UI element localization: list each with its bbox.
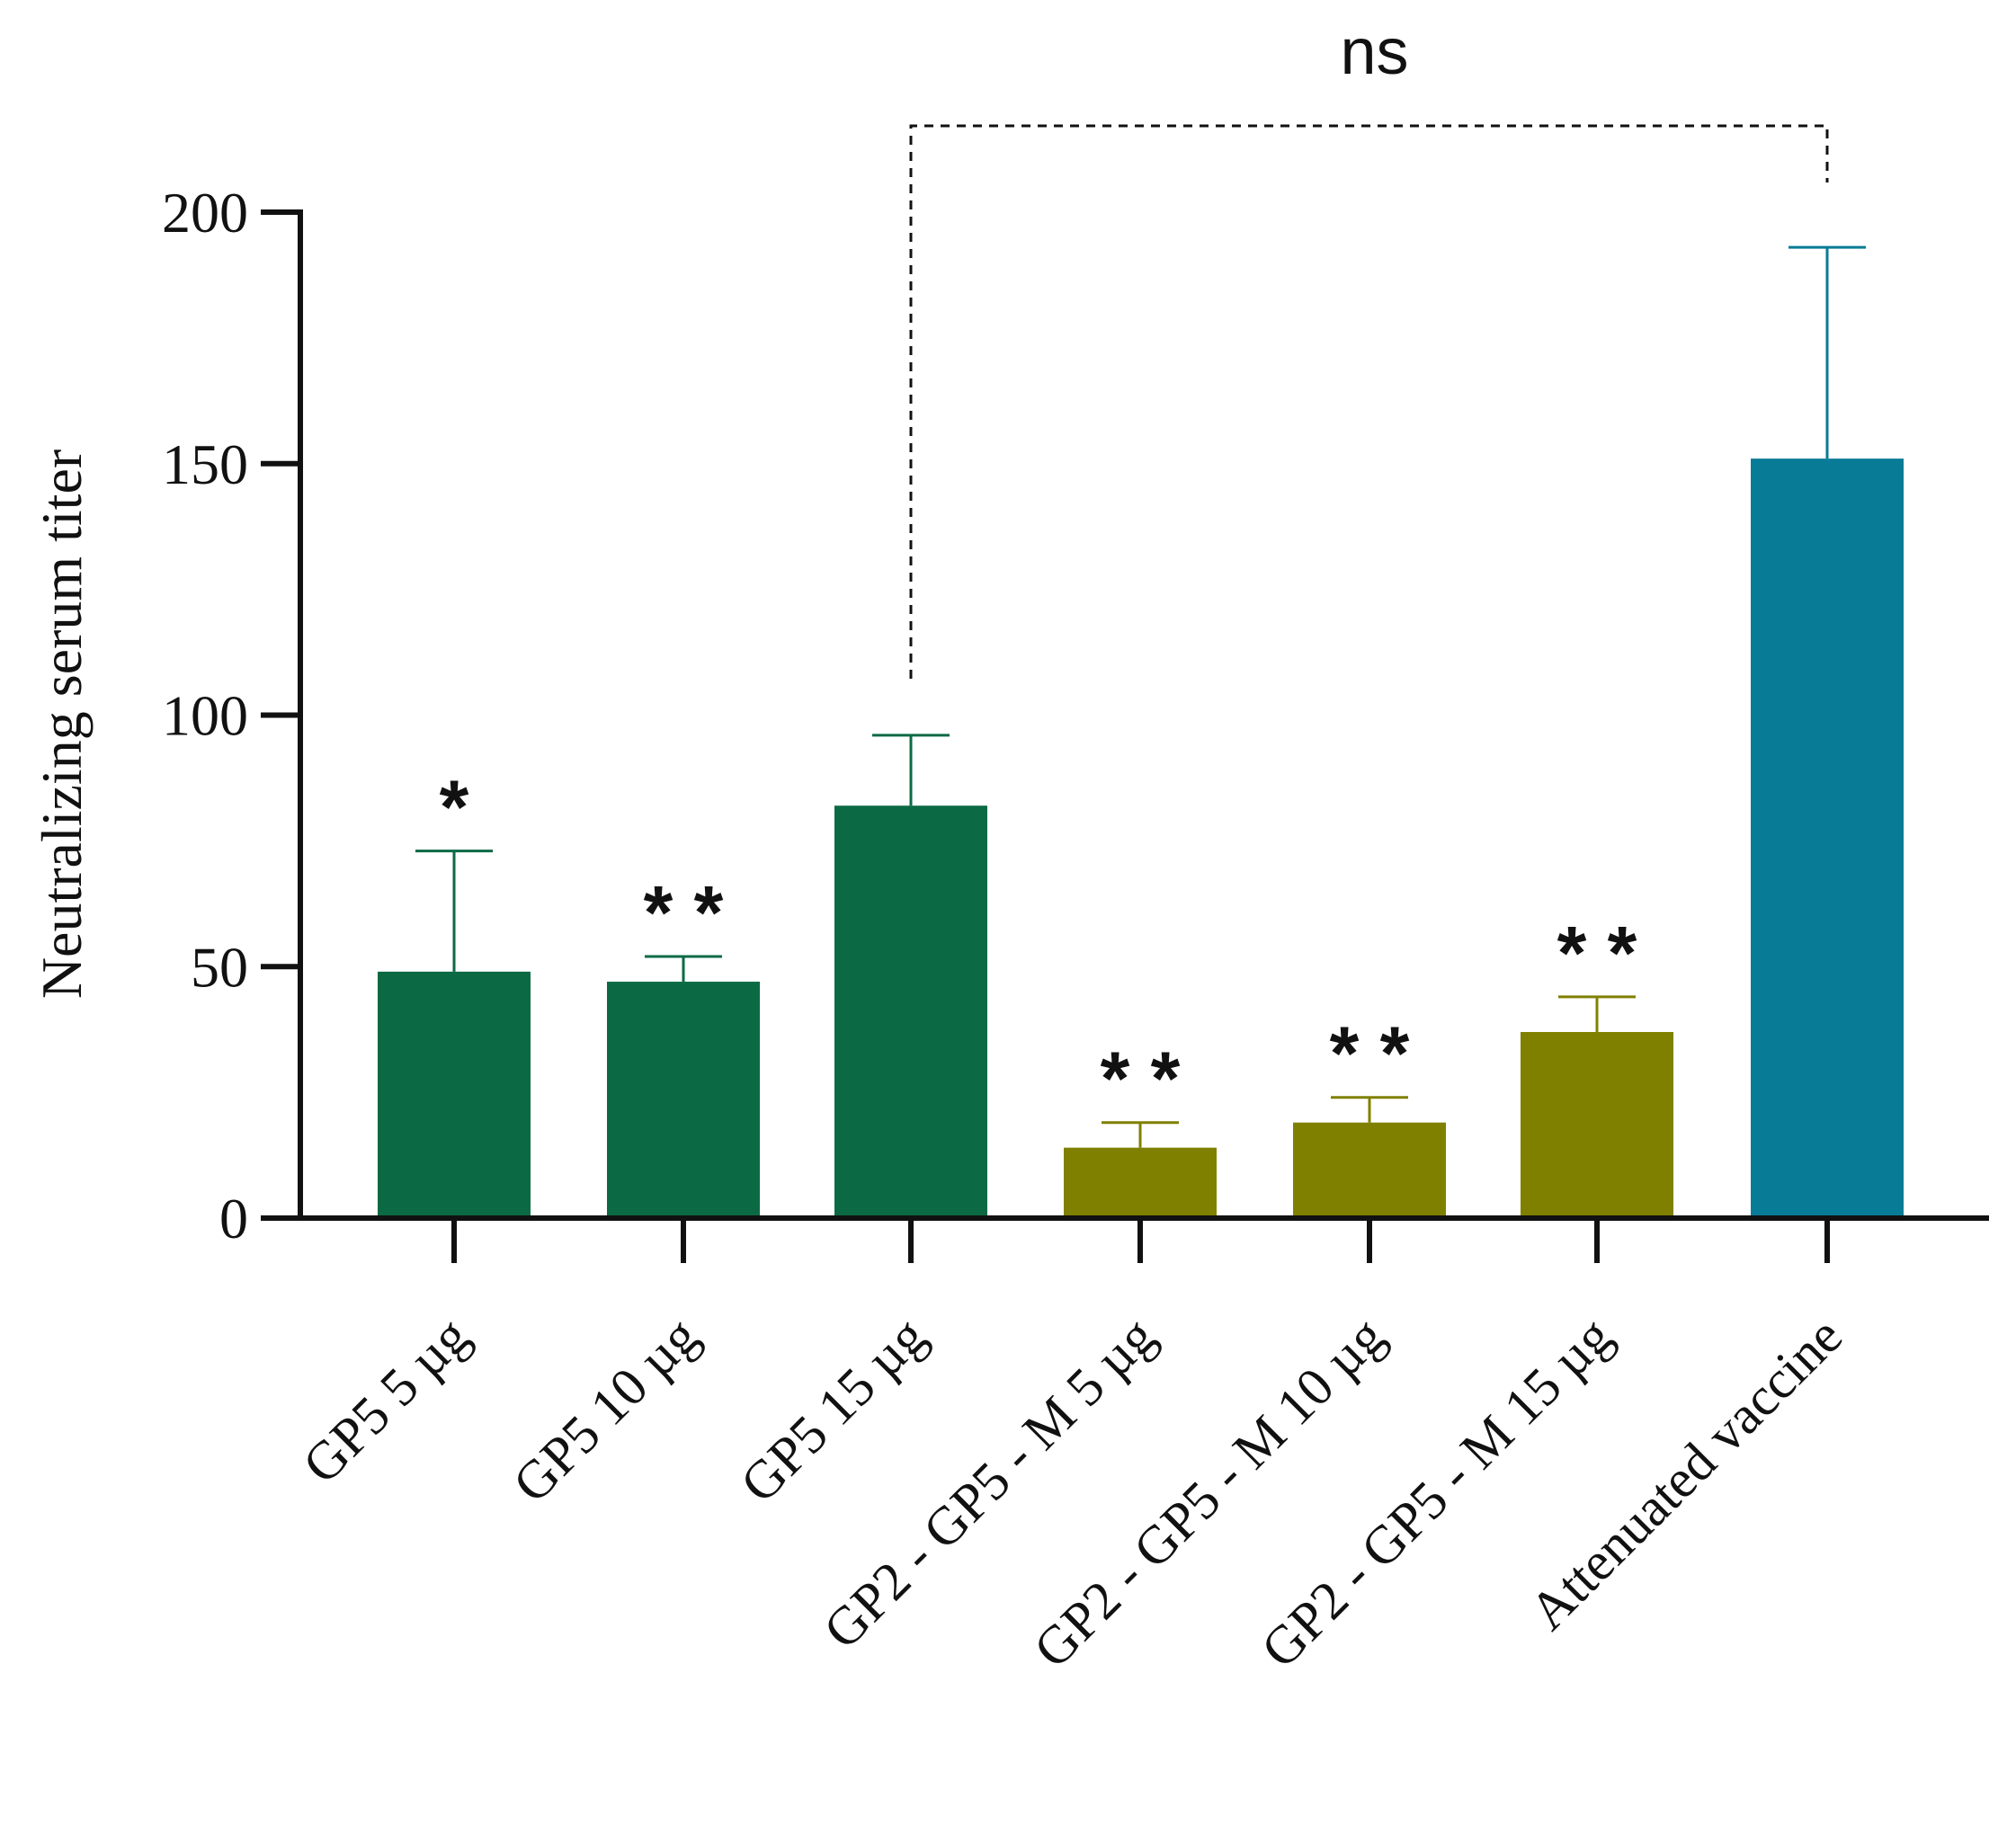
bar bbox=[1064, 1147, 1217, 1218]
bar bbox=[1751, 458, 1904, 1218]
x-tick-label: GP5 15 µg bbox=[729, 1306, 937, 1514]
bar bbox=[1293, 1122, 1446, 1218]
x-tick-label: GP5 5 µg bbox=[291, 1306, 480, 1495]
y-tick-label: 0 bbox=[219, 1187, 248, 1250]
y-tick-label: 100 bbox=[162, 684, 248, 748]
comparison-bracket bbox=[909, 124, 1829, 679]
y-tick-label: 150 bbox=[162, 432, 248, 496]
comparison-label: ns bbox=[1340, 16, 1408, 88]
x-tick-label: GP5 10 µg bbox=[502, 1306, 709, 1514]
significance-label: * * bbox=[644, 870, 724, 955]
significance-label: * * bbox=[1101, 1037, 1181, 1121]
bar bbox=[834, 805, 987, 1218]
bar bbox=[1521, 1031, 1673, 1218]
significance-label: * bbox=[440, 765, 469, 850]
bar bbox=[607, 982, 760, 1218]
y-tick-label: 50 bbox=[191, 935, 248, 999]
significance-label: * * bbox=[1330, 1011, 1410, 1096]
y-tick-label: 200 bbox=[162, 181, 248, 245]
significance-label: * * bbox=[1557, 911, 1637, 995]
bar bbox=[378, 971, 531, 1218]
y-axis-title: Neutralizing serum titer bbox=[30, 449, 94, 999]
